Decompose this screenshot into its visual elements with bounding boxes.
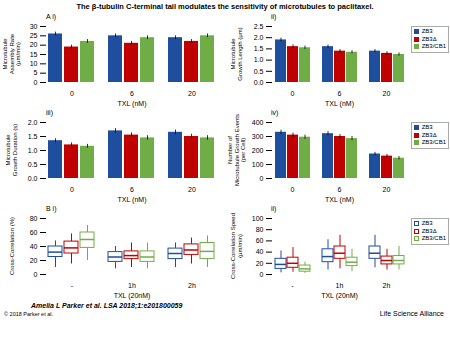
- svg-text:40: 40: [256, 248, 264, 255]
- svg-text:20: 20: [30, 41, 38, 48]
- svg-text:TXL (nM): TXL (nM): [325, 100, 354, 108]
- html-text:Microtubule Growth Length (μm): Microtubule Growth Length (μm): [230, 27, 243, 81]
- svg-text:5: 5: [34, 69, 38, 76]
- svg-text:0.0: 0.0: [28, 175, 38, 182]
- svg-text:2h: 2h: [188, 282, 196, 289]
- svg-text:300: 300: [252, 133, 264, 140]
- html-text:© 2018 Parker et al.: © 2018 Parker et al.: [4, 311, 53, 317]
- svg-text:-: -: [71, 282, 74, 289]
- html-text:ZB3/CB1: ZB3/CB1: [421, 139, 446, 145]
- html-text:ZB3Δ: ZB3Δ: [421, 131, 437, 138]
- html-text:ZB3/CB1: ZB3/CB1: [421, 43, 446, 49]
- svg-text:80: 80: [256, 226, 264, 233]
- svg-text:0: 0: [70, 90, 74, 97]
- html-text:Microtubule Growth Duration (s: Microtubule Growth Duration (s): [5, 123, 18, 177]
- svg-text:1.5: 1.5: [254, 45, 264, 52]
- html-text:ZB3: ZB3: [421, 220, 433, 226]
- svg-text:20: 20: [30, 257, 38, 264]
- html-text:Microtubule Assembly Rate (μm/: Microtubule Assembly Rate (μm/min): [2, 33, 22, 75]
- html-text:ZB3Δ: ZB3Δ: [421, 35, 437, 42]
- svg-text:0: 0: [34, 79, 38, 86]
- html-text:ZB3/CB1: ZB3/CB1: [421, 235, 446, 241]
- svg-text:1.0: 1.0: [254, 56, 264, 63]
- svg-text:40: 40: [30, 243, 38, 250]
- html-text:Cross-Correlation Speed (μm/mi: Cross-Correlation Speed (μm/min): [230, 213, 243, 279]
- html-text:ZB3Δ: ZB3Δ: [421, 227, 437, 234]
- svg-text:0.0: 0.0: [254, 79, 264, 86]
- svg-text:0: 0: [70, 186, 74, 193]
- svg-text:2.0: 2.0: [28, 119, 38, 126]
- svg-text:400: 400: [252, 119, 264, 126]
- html-text:Amelia L Parker et al. LSA 201: Amelia L Parker et al. LSA 2018;1:e20180…: [31, 302, 183, 309]
- svg-text:2.5: 2.5: [254, 23, 264, 30]
- svg-text:0: 0: [291, 90, 295, 97]
- svg-text:TXL (20nM): TXL (20nM): [114, 292, 151, 300]
- svg-text:-: -: [291, 282, 294, 289]
- svg-text:10: 10: [30, 60, 38, 67]
- html-text:B i): B i): [46, 205, 57, 212]
- svg-text:TXL (nM): TXL (nM): [118, 196, 147, 204]
- svg-text:80: 80: [30, 215, 38, 222]
- svg-text:0: 0: [34, 271, 38, 278]
- svg-text:30: 30: [30, 23, 38, 30]
- html-text:iv): iv): [271, 109, 279, 116]
- html-text:The β-tubulin C-terminal tail: The β-tubulin C-terminal tail modulates …: [76, 2, 374, 11]
- html-text:Number of Microtubule Growth E: Number of Microtubule Growth Events (per…: [227, 114, 247, 186]
- svg-text:0: 0: [291, 186, 295, 193]
- svg-text:20: 20: [188, 90, 196, 97]
- html-text:Life Science Alliance: Life Science Alliance: [379, 310, 444, 317]
- svg-text:0: 0: [260, 271, 264, 278]
- svg-text:20: 20: [383, 90, 391, 97]
- svg-text:1h: 1h: [128, 282, 136, 289]
- html-text:iii): iii): [46, 109, 53, 116]
- svg-text:0.5: 0.5: [254, 68, 264, 75]
- svg-text:60: 60: [256, 237, 264, 244]
- svg-text:6: 6: [338, 90, 342, 97]
- svg-text:25: 25: [30, 32, 38, 39]
- svg-text:6: 6: [130, 90, 134, 97]
- svg-text:20: 20: [383, 186, 391, 193]
- svg-text:100: 100: [252, 215, 264, 222]
- html-text:ZB3: ZB3: [421, 28, 433, 34]
- svg-text:2.0: 2.0: [254, 34, 264, 41]
- svg-text:0.5: 0.5: [28, 161, 38, 168]
- html-text:A i): A i): [46, 13, 57, 20]
- html-text:ii): ii): [271, 205, 277, 212]
- html-text:Cross-Correlation (%): Cross-Correlation (%): [8, 217, 15, 275]
- svg-text:6: 6: [130, 186, 134, 193]
- svg-text:20: 20: [188, 186, 196, 193]
- html-text:ii): ii): [271, 13, 277, 20]
- svg-text:15: 15: [30, 51, 38, 58]
- svg-text:TXL (nM): TXL (nM): [325, 196, 354, 204]
- svg-text:200: 200: [252, 147, 264, 154]
- svg-text:6: 6: [338, 186, 342, 193]
- svg-text:1.5: 1.5: [28, 133, 38, 140]
- svg-text:1.0: 1.0: [28, 147, 38, 154]
- svg-text:60: 60: [30, 229, 38, 236]
- svg-text:TXL (nM): TXL (nM): [118, 100, 147, 108]
- svg-text:2h: 2h: [383, 282, 391, 289]
- svg-text:TXL (20nM): TXL (20nM): [321, 292, 358, 300]
- svg-text:20: 20: [256, 260, 264, 267]
- svg-text:100: 100: [252, 161, 264, 168]
- svg-text:0: 0: [260, 175, 264, 182]
- svg-text:1h: 1h: [336, 282, 344, 289]
- html-text:ZB3: ZB3: [421, 124, 433, 130]
